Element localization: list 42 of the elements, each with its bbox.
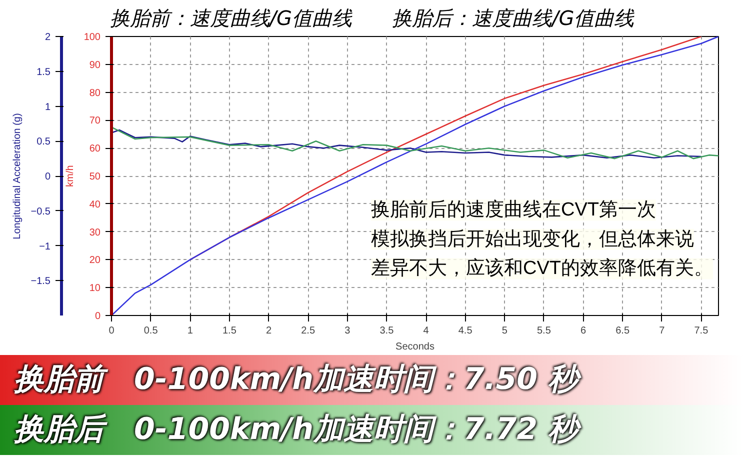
y2-axis-title: Longitudinal Acceleration (g)	[12, 113, 23, 240]
x-tick-label: 1	[187, 326, 194, 336]
x-tick-label: 4.5	[458, 326, 473, 336]
y-tick-label: 30	[89, 227, 101, 238]
chart-title: 换胎前：速度曲线/G值曲线 换胎后：速度曲线/G值曲线	[110, 5, 634, 32]
y-tick-label: 70	[89, 116, 101, 127]
y-tick-label: 100	[84, 32, 101, 43]
y-tick-label: 50	[89, 172, 101, 182]
y2-tick-label: −1	[39, 241, 51, 252]
x-axis-title: Seconds	[396, 342, 434, 352]
y2-tick-label: −1.5	[30, 276, 51, 288]
x-tick-label: 5.5	[536, 326, 552, 336]
x-tick-label: 6.5	[616, 326, 630, 336]
y2-tick-label: 2	[44, 32, 51, 43]
y2-tick-label: 1.5	[36, 66, 51, 78]
x-tick-label: 5	[502, 326, 508, 336]
x-tick-label: 1.5	[222, 326, 237, 336]
x-tick-label: 0	[108, 326, 115, 336]
x-tick-label: 7.5	[694, 326, 709, 336]
y-tick-label: 20	[89, 255, 101, 266]
x-tick-label: 6	[580, 326, 586, 336]
y-tick-label: 90	[89, 60, 101, 71]
x-tick-label: 7	[659, 326, 666, 336]
x-tick-label: 2	[266, 326, 272, 336]
y-tick-label: 0	[94, 311, 101, 322]
annotation: 换胎前后的速度曲线在CVT第一次	[370, 198, 656, 221]
y2-tick-label: 0	[44, 172, 51, 182]
y-tick-label: 80	[89, 88, 101, 99]
y-tick-label: 40	[89, 199, 101, 210]
y-axis-title: km/h	[64, 165, 76, 187]
x-tick-label: 4	[423, 326, 430, 336]
x-tick-label: 2.5	[301, 326, 316, 336]
annotation: 模拟换挡后开始出现变化，但总体来说	[370, 228, 694, 250]
x-tick-label: 3	[344, 326, 351, 336]
x-tick-label: 0.5	[144, 326, 158, 336]
y2-tick-label: −0.5	[30, 206, 51, 218]
y-tick-label: 60	[89, 144, 101, 155]
y-tick-label: 10	[89, 283, 101, 294]
annotation: 差异不大，应该和CVT的效率降低有关。	[370, 257, 713, 280]
y2-tick-label: 1	[44, 102, 51, 113]
y2-tick-label: 0.5	[36, 136, 51, 148]
x-tick-label: 3.5	[380, 326, 394, 336]
